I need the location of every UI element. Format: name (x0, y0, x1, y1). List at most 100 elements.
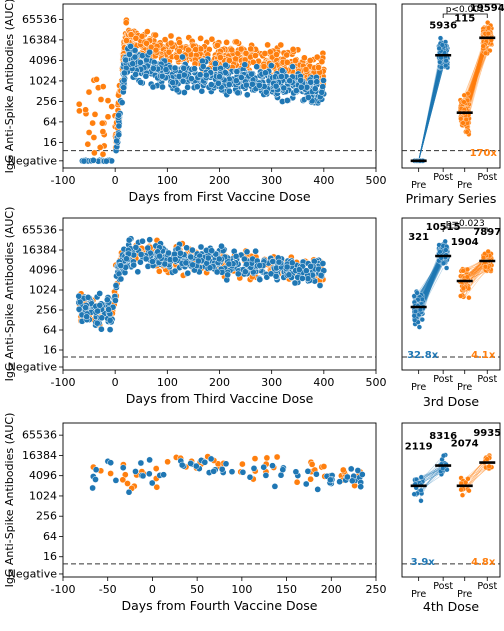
y-tick-label: 65536 (22, 224, 57, 237)
data-point (292, 468, 300, 476)
data-point (187, 460, 194, 467)
y-tick-label: 65536 (22, 429, 57, 442)
data-point (414, 290, 420, 296)
fold-change-label: 4.8x (471, 557, 496, 568)
data-point (142, 255, 150, 263)
x-tick-label: 100 (157, 376, 178, 389)
data-point (112, 477, 120, 484)
data-point (211, 60, 219, 67)
data-point (193, 83, 201, 91)
data-point (210, 467, 218, 475)
y-tick-label: 256 (36, 95, 57, 108)
data-point (458, 293, 464, 299)
data-point (437, 35, 444, 41)
data-point (207, 455, 215, 463)
y-tick-label: 16384 (22, 33, 57, 46)
y-axis-label: IgG Anti-Spike Antibodies (AUC) (3, 207, 16, 382)
data-point (246, 473, 254, 481)
x-tick-label: -100 (51, 376, 76, 389)
data-point (119, 464, 127, 472)
data-point (91, 149, 98, 157)
data-point (232, 252, 240, 260)
y-tick-label: 64 (43, 530, 57, 543)
data-point (132, 468, 139, 475)
data-point (123, 255, 130, 263)
x-tick-label: 300 (261, 174, 282, 187)
data-point (156, 252, 163, 260)
data-point (206, 264, 214, 272)
data-point (280, 84, 288, 92)
data-point (92, 476, 99, 483)
x-tick-label: Post (477, 374, 497, 385)
data-point (146, 236, 154, 244)
data-point (108, 103, 116, 110)
data-point (149, 65, 157, 72)
data-point (75, 292, 83, 300)
data-point (437, 249, 443, 255)
data-point (123, 37, 130, 44)
data-point (103, 157, 110, 165)
fold-change-label: 3.9x (411, 557, 436, 568)
data-point (311, 85, 319, 93)
data-point (104, 113, 112, 121)
data-point (113, 137, 121, 145)
data-point (199, 63, 207, 70)
data-point (283, 59, 291, 66)
data-point (255, 82, 263, 89)
data-point (222, 460, 230, 468)
data-point (122, 19, 130, 27)
y-axis-label: IgG Anti-Spike Antibodies (AUC) (3, 0, 16, 173)
data-point (313, 470, 320, 478)
data-point (307, 475, 314, 483)
data-point (416, 324, 422, 330)
data-point (486, 463, 492, 469)
data-point (272, 272, 280, 280)
data-point (98, 314, 106, 322)
x-tick-label: 400 (313, 376, 334, 389)
data-point (83, 313, 91, 321)
data-point (75, 305, 83, 313)
data-point (197, 35, 204, 42)
data-point (107, 470, 114, 477)
x-tick-label: Pre (411, 382, 426, 393)
data-point (189, 246, 196, 254)
data-point (437, 59, 443, 65)
data-point (358, 471, 366, 478)
y-tick-label: 4096 (29, 54, 57, 67)
data-point (89, 484, 96, 492)
data-point (313, 78, 321, 86)
data-point (76, 298, 84, 306)
data-point (138, 32, 146, 40)
data-point (299, 275, 306, 282)
data-point (167, 39, 175, 47)
data-point (443, 58, 449, 64)
data-point (319, 83, 327, 90)
fold-change-label: 170x (470, 148, 498, 159)
data-point (161, 36, 169, 43)
data-point (239, 460, 246, 468)
data-point (224, 271, 231, 279)
data-point (482, 264, 489, 270)
y-tick-label: 16384 (22, 449, 57, 462)
data-point (223, 39, 230, 46)
data-point (112, 297, 119, 304)
data-point (171, 256, 179, 263)
data-point (297, 77, 305, 84)
data-point (129, 60, 137, 68)
data-point (132, 71, 139, 78)
data-point (99, 83, 107, 90)
pre-median-label: 2119 (405, 441, 433, 452)
data-point (269, 258, 277, 265)
data-point (262, 69, 269, 77)
x-tick-label: 500 (366, 376, 387, 389)
negative-tick-label: Negative (8, 154, 58, 167)
data-point (458, 487, 464, 493)
data-point (319, 260, 327, 267)
data-point (283, 263, 291, 271)
x-tick-label: 150 (276, 583, 297, 596)
scatter-panel-2: 16 64 256 1024 4096 16384 65536 Negative -100 0 10… (3, 207, 387, 406)
data-point (125, 236, 133, 244)
data-point (204, 254, 212, 262)
data-point (121, 69, 128, 77)
data-point (262, 88, 270, 96)
